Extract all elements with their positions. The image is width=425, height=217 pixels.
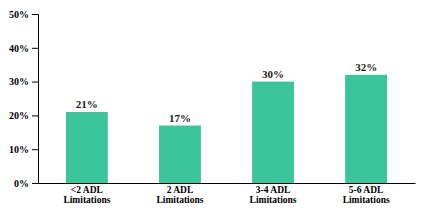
tick: 20% [9, 110, 38, 121]
tick-mark [32, 149, 38, 150]
tick: 0% [14, 178, 38, 189]
tick: 30% [9, 76, 38, 87]
data-label: 21% [76, 98, 98, 110]
data-label: 30% [262, 68, 284, 80]
chart: 0% 10% 20% 30% 40% 50% <2 ADLLimitations 2 ADLL… [0, 0, 425, 217]
tick-label: 30% [9, 76, 29, 87]
tick-label: 20% [9, 110, 29, 121]
tick: 10% [9, 144, 38, 155]
tick-mark [32, 14, 38, 15]
bars [66, 75, 387, 183]
tick: 5-6 ADLLimitations [343, 185, 390, 205]
tick-label: 0% [14, 178, 29, 189]
axis-line [32, 15, 39, 184]
y-axis: 0% 10% 20% 30% 40% 50% [9, 9, 39, 189]
tick-mark [32, 82, 38, 83]
tick-mark [32, 183, 38, 184]
tick-label: 5-6 ADLLimitations [343, 185, 390, 205]
tick-label: 2 ADLLimitations [156, 185, 203, 205]
bar [345, 75, 387, 183]
data-labels: 21% 17% 30% 32% [76, 61, 377, 124]
tick-mark [32, 48, 38, 49]
x-axis: <2 ADLLimitations 2 ADLLimitations 3-4 ADL… [39, 184, 416, 206]
data-label: 32% [355, 61, 377, 73]
tick: <2 ADLLimitations [63, 185, 110, 205]
tick: 2 ADLLimitations [156, 185, 203, 205]
tick-label: 40% [9, 43, 29, 54]
tick-label: 50% [9, 9, 29, 20]
bar [66, 112, 108, 183]
tick-label: 10% [9, 144, 29, 155]
data-label: 17% [169, 112, 191, 124]
tick: 50% [9, 9, 38, 20]
plot: 0% 10% 20% 30% 40% 50% <2 ADLLimitations 2 ADLL… [9, 9, 416, 205]
bar [159, 126, 201, 183]
tick-label: 3-4 ADLLimitations [250, 185, 297, 205]
tick-mark [32, 115, 38, 116]
tick: 40% [9, 43, 38, 54]
bar [252, 82, 294, 183]
tick: 3-4 ADLLimitations [250, 185, 297, 205]
tick-label: <2 ADLLimitations [63, 185, 110, 205]
